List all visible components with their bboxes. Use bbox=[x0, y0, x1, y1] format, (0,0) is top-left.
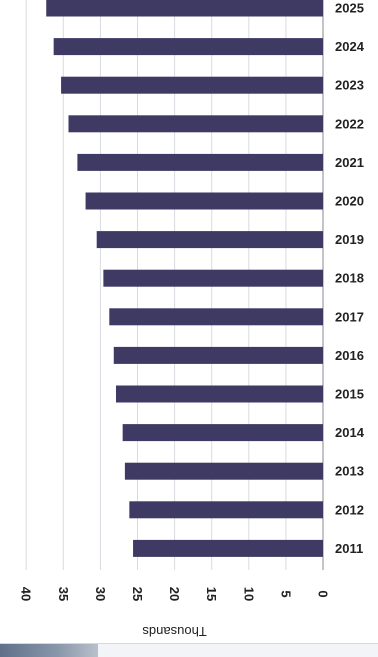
category-label: 2016 bbox=[335, 348, 364, 363]
thumbnail-image bbox=[0, 644, 98, 657]
bar-2012 bbox=[129, 501, 323, 519]
x-tick-label: 35 bbox=[56, 587, 71, 601]
bar-2016 bbox=[113, 346, 323, 364]
bar-2024 bbox=[53, 38, 324, 56]
bar-2013 bbox=[124, 462, 323, 480]
x-tick-label: 15 bbox=[204, 587, 219, 601]
x-tick-label: 20 bbox=[167, 587, 182, 601]
x-tick-label: 25 bbox=[130, 587, 145, 601]
x-tick-label: 10 bbox=[241, 587, 256, 601]
bar-2018 bbox=[103, 269, 323, 287]
x-tick-labels: 0 5 10 15 20 25 30 35 40 bbox=[19, 587, 331, 601]
category-label: 2015 bbox=[335, 387, 364, 402]
category-labels: 2025 2024 2023 2022 2021 2020 2019 2018 2017 2016… bbox=[335, 1, 365, 556]
category-label: 2020 bbox=[335, 194, 364, 209]
bar-2022 bbox=[68, 115, 323, 133]
bar-2015 bbox=[115, 385, 324, 403]
bar-2020 bbox=[85, 192, 323, 210]
category-label: 2013 bbox=[335, 464, 364, 479]
bar-2019 bbox=[96, 231, 323, 249]
bars bbox=[46, 0, 324, 557]
category-label: 2011 bbox=[335, 541, 363, 556]
bar-2021 bbox=[77, 153, 323, 171]
category-label: 2021 bbox=[335, 155, 364, 170]
bar-2014 bbox=[122, 424, 323, 442]
x-axis-label: Thousands bbox=[142, 624, 207, 639]
x-tick-label: 30 bbox=[93, 587, 108, 601]
category-label: 2024 bbox=[335, 39, 365, 54]
category-label: 2017 bbox=[335, 309, 364, 324]
category-label: 2018 bbox=[335, 271, 364, 286]
bottom-strip bbox=[0, 643, 378, 657]
x-tick-label: 40 bbox=[19, 587, 34, 601]
category-label: 2023 bbox=[335, 78, 364, 93]
category-label: 2019 bbox=[335, 232, 364, 247]
x-tick-label: 5 bbox=[278, 590, 293, 597]
bar-2017 bbox=[109, 308, 323, 326]
category-label: 2014 bbox=[335, 425, 365, 440]
category-label: 2012 bbox=[335, 502, 364, 517]
bar-2025 bbox=[46, 0, 323, 17]
bar-2023 bbox=[61, 76, 323, 94]
x-tick-label: 0 bbox=[316, 590, 331, 597]
category-label: 2022 bbox=[335, 116, 364, 131]
category-label: 2025 bbox=[335, 1, 364, 16]
bar-2011 bbox=[133, 539, 323, 557]
